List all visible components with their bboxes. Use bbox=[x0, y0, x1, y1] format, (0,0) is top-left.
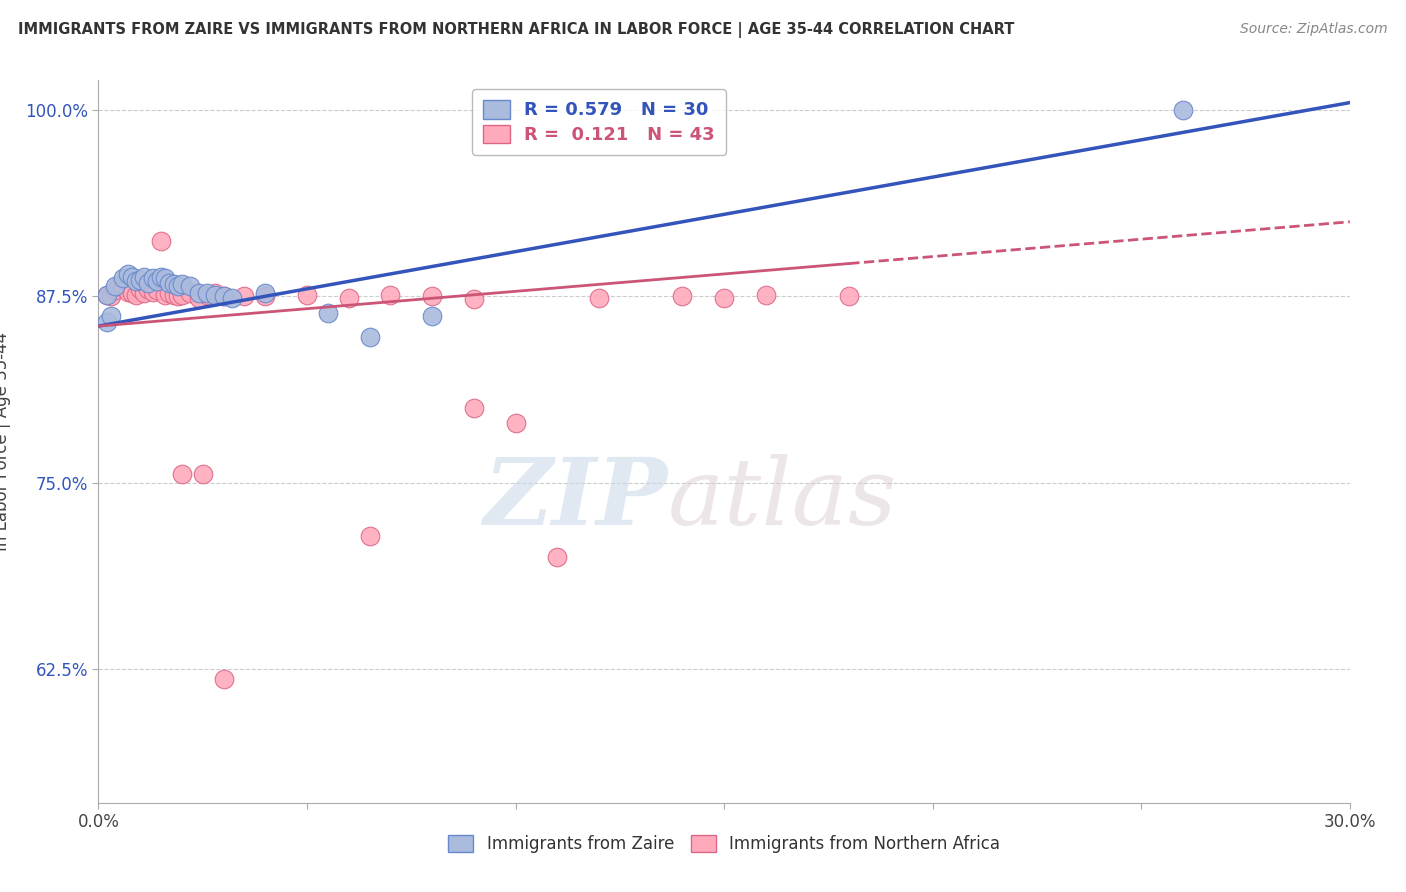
Point bbox=[162, 287, 184, 301]
Point bbox=[153, 271, 176, 285]
Text: Source: ZipAtlas.com: Source: ZipAtlas.com bbox=[1240, 22, 1388, 37]
Point bbox=[108, 278, 131, 293]
Point bbox=[150, 234, 173, 248]
Point bbox=[420, 289, 443, 303]
Point bbox=[463, 401, 485, 415]
Point bbox=[121, 269, 143, 284]
Point bbox=[125, 274, 148, 288]
Point bbox=[359, 529, 381, 543]
Point bbox=[162, 277, 184, 292]
Text: ZIP: ZIP bbox=[484, 454, 668, 544]
Point bbox=[187, 286, 209, 301]
Point bbox=[112, 271, 135, 285]
Point bbox=[104, 278, 127, 293]
Point bbox=[153, 287, 176, 301]
Point bbox=[195, 287, 218, 301]
Point bbox=[380, 287, 402, 301]
Point bbox=[755, 287, 778, 301]
Point bbox=[179, 286, 201, 301]
Point bbox=[125, 287, 148, 301]
Point bbox=[157, 286, 180, 301]
Point bbox=[134, 269, 156, 284]
Point bbox=[1171, 103, 1194, 117]
Point bbox=[588, 291, 610, 305]
Point bbox=[212, 289, 235, 303]
Point bbox=[204, 287, 226, 301]
Point bbox=[295, 287, 318, 301]
Point bbox=[96, 287, 118, 301]
Point bbox=[195, 286, 218, 301]
Point bbox=[117, 285, 139, 299]
Point bbox=[129, 282, 152, 296]
Point bbox=[138, 282, 160, 296]
Point bbox=[233, 289, 256, 303]
Point bbox=[134, 286, 156, 301]
Point bbox=[166, 278, 188, 293]
Point bbox=[671, 289, 693, 303]
Point bbox=[170, 467, 193, 481]
Point bbox=[96, 287, 118, 301]
Point bbox=[96, 315, 118, 329]
Point bbox=[142, 285, 165, 299]
Point bbox=[146, 274, 169, 288]
Point bbox=[150, 269, 173, 284]
Point bbox=[104, 283, 127, 297]
Point bbox=[359, 329, 381, 343]
Point bbox=[546, 549, 568, 564]
Point bbox=[191, 467, 214, 481]
Point bbox=[142, 271, 165, 285]
Point bbox=[187, 291, 209, 305]
Point bbox=[129, 273, 152, 287]
Point bbox=[204, 286, 226, 301]
Point bbox=[337, 291, 360, 305]
Point bbox=[212, 672, 235, 686]
Point bbox=[420, 309, 443, 323]
Point bbox=[713, 291, 735, 305]
Point bbox=[138, 276, 160, 290]
Point bbox=[212, 289, 235, 303]
Point bbox=[838, 289, 860, 303]
Point bbox=[112, 280, 135, 294]
Point bbox=[146, 283, 169, 297]
Point bbox=[254, 289, 277, 303]
Point bbox=[254, 286, 277, 301]
Point bbox=[170, 277, 193, 292]
Legend: Immigrants from Zaire, Immigrants from Northern Africa: Immigrants from Zaire, Immigrants from N… bbox=[441, 828, 1007, 860]
Point bbox=[463, 293, 485, 307]
Point bbox=[117, 267, 139, 281]
Point bbox=[100, 289, 122, 303]
Point bbox=[221, 291, 243, 305]
Point bbox=[121, 286, 143, 301]
Text: IMMIGRANTS FROM ZAIRE VS IMMIGRANTS FROM NORTHERN AFRICA IN LABOR FORCE | AGE 35: IMMIGRANTS FROM ZAIRE VS IMMIGRANTS FROM… bbox=[18, 22, 1015, 38]
Y-axis label: In Labor Force | Age 35-44: In Labor Force | Age 35-44 bbox=[0, 332, 11, 551]
Point bbox=[179, 278, 201, 293]
Text: atlas: atlas bbox=[668, 454, 897, 544]
Point bbox=[100, 309, 122, 323]
Point bbox=[170, 287, 193, 301]
Point bbox=[157, 276, 180, 290]
Point bbox=[166, 289, 188, 303]
Point bbox=[505, 416, 527, 430]
Point bbox=[316, 306, 339, 320]
